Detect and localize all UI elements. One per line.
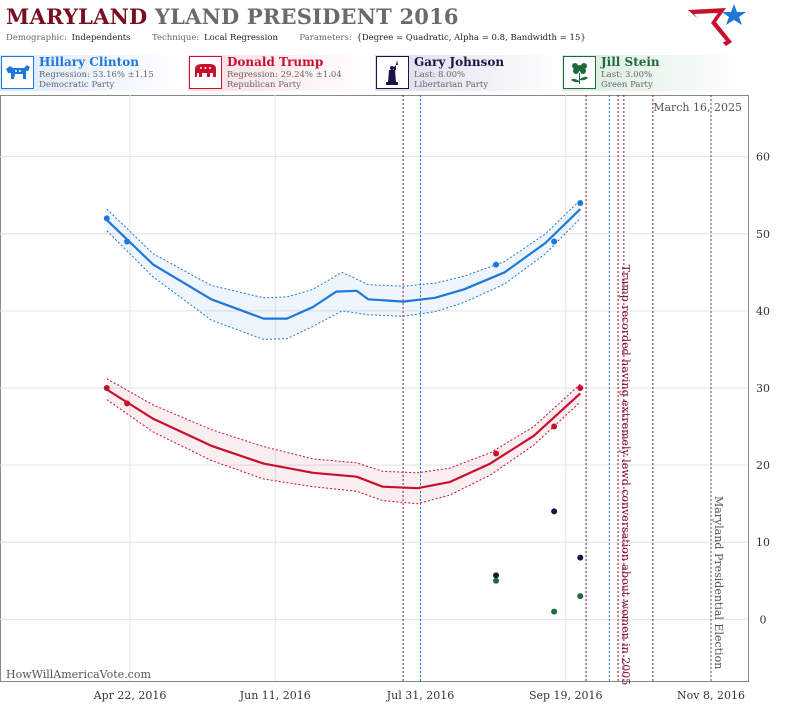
poll-chart-svg: 0 10 20 30 40 50 60 Apr 22, 2016 Jun 11, 2016 Jul… <box>0 95 770 702</box>
title-state: MARYLAND <box>6 4 148 29</box>
candidate-name: Jill Stein <box>601 55 660 69</box>
candidate-party: Democratic Party <box>39 80 115 90</box>
technique-value: Local Regression <box>203 33 278 43</box>
date-label: March 16, 2025 <box>653 101 742 114</box>
y-tick-label: 10 <box>756 536 770 549</box>
candidate-stat: Regression: 53.16% ±1.15 <box>39 70 154 80</box>
parameters-value: {Degree = Quadratic, Alpha = 0.8, Bandwi… <box>356 33 586 43</box>
technique-label: Technique: <box>151 33 200 43</box>
y-tick-label: 60 <box>756 151 770 164</box>
title-race: YLAND PRESIDENT 2016 <box>154 4 459 29</box>
candidate-name: Hillary Clinton <box>39 55 139 69</box>
y-tick-label: 20 <box>756 459 770 472</box>
donald-trump-upper-bound <box>106 378 581 474</box>
candidate-name: Donald Trump <box>227 55 324 69</box>
candidate-party: Libertarian Party <box>414 80 489 90</box>
gary-johnson-poll-point <box>551 508 558 515</box>
x-tick-label: Sep 19, 2016 <box>529 689 603 702</box>
donald-trump-lower-bound <box>106 399 581 505</box>
y-tick-label: 50 <box>756 228 770 241</box>
page-title: MARYLAND YLAND PRESIDENT 2016 <box>6 4 459 29</box>
hillary-clinton-poll-point <box>124 238 131 245</box>
candidate-stat: Last: 3.00% <box>601 70 653 80</box>
jill-stein-poll-point <box>577 593 584 600</box>
candidate-card-clinton[interactable]: Hillary Clinton Regression: 53.16% ±1.15… <box>0 55 186 91</box>
analysis-parameters: Demographic: Independents Technique: Loc… <box>6 33 588 43</box>
donald-trump-poll-point <box>577 385 584 391</box>
x-tick-label: Nov 8, 2016 <box>677 689 745 702</box>
header: MARYLAND YLAND PRESIDENT 2016 Demographi… <box>0 0 789 52</box>
demographic-label: Demographic: <box>6 33 67 43</box>
donald-trump-poll-point <box>551 423 558 430</box>
candidate-legend: Hillary Clinton Regression: 53.16% ±1.15… <box>0 55 789 93</box>
x-tick-label: Jun 11, 2016 <box>239 689 311 702</box>
hillary-clinton-poll-point <box>551 238 558 245</box>
gary-johnson-poll-point <box>493 572 500 579</box>
candidate-card-johnson[interactable]: Gary Johnson Last: 8.00% Libertarian Par… <box>375 55 561 91</box>
donald-trump-poll-point <box>124 400 131 407</box>
candidate-party: Green Party <box>601 80 653 90</box>
y-tick-label: 0 <box>760 613 767 626</box>
candidate-stat: Last: 8.00% <box>414 70 466 80</box>
hillary-clinton-lower-bound <box>106 218 581 340</box>
gary-johnson-poll-point <box>577 554 584 561</box>
donald-trump-poll-point <box>103 385 110 391</box>
annotation-election-day: Maryland Presidential Election <box>712 496 725 669</box>
x-tick-label: Apr 22, 2016 <box>93 689 167 702</box>
y-tick-label: 40 <box>756 305 770 318</box>
parameters-label: Parameters: <box>299 33 352 43</box>
demographic-value: Independents <box>71 33 131 43</box>
site-logo[interactable] <box>686 2 748 50</box>
watermark: HowWillAmericaVote.com <box>6 668 151 681</box>
candidate-name: Gary Johnson <box>414 55 505 69</box>
donald-trump-trend-line <box>106 388 582 490</box>
candidate-card-stein[interactable]: Jill Stein Last: 3.00% Green Party <box>562 55 748 91</box>
annotation-trump-tape: Trump recorded having extremely lewd con… <box>619 265 632 686</box>
hillary-clinton-poll-point <box>577 199 584 206</box>
jill-stein-poll-point <box>551 608 558 615</box>
statue-of-liberty-icon <box>376 56 409 89</box>
donald-trump-confidence-band <box>106 378 581 504</box>
hillary-clinton-poll-point <box>493 261 500 268</box>
donald-trump-poll-point <box>493 450 500 457</box>
hillary-clinton-poll-point <box>103 215 110 222</box>
x-tick-label: Jul 31, 2016 <box>386 689 455 702</box>
candidate-stat: Regression: 29.24% ±1.04 <box>227 70 342 80</box>
hillary-clinton-trend-line <box>106 208 582 320</box>
candidate-party: Republican Party <box>227 80 301 90</box>
flower-icon <box>563 56 596 89</box>
jill-stein-poll-point <box>493 577 500 584</box>
poll-chart: 0 10 20 30 40 50 60 Apr 22, 2016 Jun 11, 2016 Jul… <box>0 95 789 704</box>
candidate-card-trump[interactable]: Donald Trump Regression: 29.24% ±1.04 Re… <box>188 55 374 91</box>
donkey-icon <box>1 56 34 89</box>
elephant-icon <box>189 56 222 89</box>
y-tick-label: 30 <box>756 382 770 395</box>
